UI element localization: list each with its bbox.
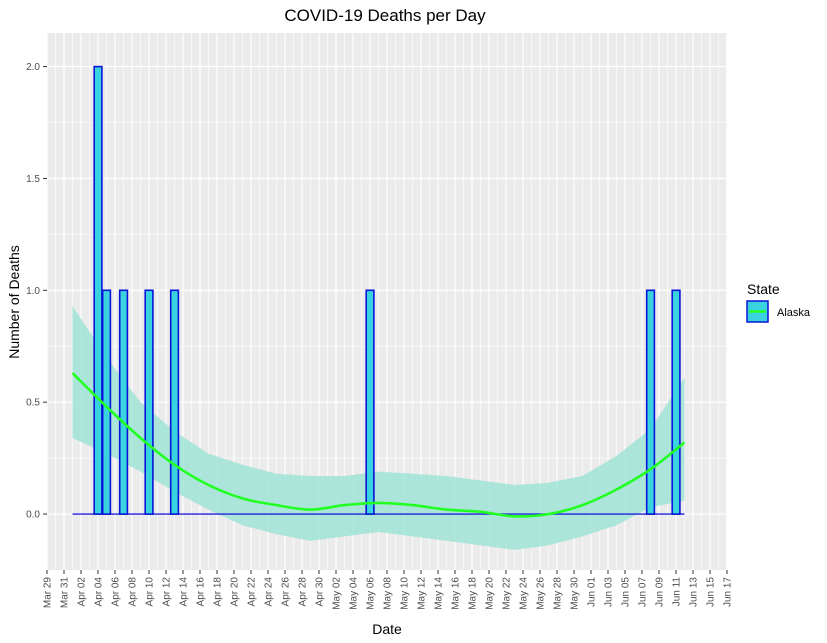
x-tick-label: May 18 — [468, 577, 479, 610]
x-tick-label: Jun 05 — [621, 577, 632, 607]
y-tick-label: 2.0 — [26, 62, 40, 73]
y-tick-label: 1.0 — [26, 286, 40, 297]
y-axis-title: Number of Deaths — [6, 245, 22, 359]
x-tick-label: May 28 — [553, 577, 564, 610]
x-tick-label: Mar 29 — [43, 577, 54, 609]
x-tick-label: May 22 — [502, 577, 513, 610]
x-tick-label: Apr 30 — [315, 577, 326, 607]
x-tick-label: Jun 17 — [723, 577, 734, 607]
y-tick-label: 0.5 — [26, 398, 40, 409]
y-tick-label: 1.5 — [26, 174, 40, 185]
bar — [93, 65, 103, 515]
x-tick-label: May 24 — [519, 577, 530, 610]
bar — [169, 289, 180, 515]
smooth-trend-line — [71, 372, 686, 518]
x-tick-label: Jun 13 — [689, 577, 700, 607]
x-tick-label: May 14 — [434, 577, 445, 610]
x-tick-label: Apr 08 — [128, 577, 139, 607]
x-tick-label: Apr 26 — [281, 577, 292, 607]
confidence-band — [72, 306, 685, 550]
y-tick-label: 0.0 — [26, 510, 40, 521]
x-tick-label: Apr 12 — [162, 577, 173, 607]
x-tick-label: Jun 03 — [604, 577, 615, 607]
x-tick-label: Apr 28 — [298, 577, 309, 607]
legend-label-alaska: Alaska — [777, 307, 811, 319]
x-tick-label: Jun 11 — [672, 577, 683, 607]
x-axis-title: Date — [372, 621, 402, 637]
bar — [144, 289, 154, 515]
x-tick-label: Jun 07 — [638, 577, 649, 607]
x-tick-label: Apr 20 — [230, 577, 241, 607]
y-axis: 0.0 0.5 1.0 1.5 2.0 — [26, 62, 47, 521]
bar — [101, 289, 112, 515]
x-tick-label: Apr 14 — [179, 577, 190, 607]
x-tick-label: Mar 31 — [60, 577, 71, 609]
x-tick-label: Jun 01 — [587, 577, 598, 607]
bar — [671, 289, 681, 515]
x-tick-label: May 10 — [400, 577, 411, 610]
x-tick-label: Apr 18 — [213, 577, 224, 607]
bars — [93, 65, 681, 515]
bar — [365, 289, 375, 515]
confidence-band-area — [72, 306, 685, 550]
x-tick-label: May 08 — [383, 577, 394, 610]
x-tick-label: Apr 02 — [77, 577, 88, 607]
x-tick-label: Jun 09 — [655, 577, 666, 607]
x-tick-label: May 26 — [536, 577, 547, 610]
chart-title: COVID-19 Deaths per Day — [284, 6, 486, 25]
x-tick-label: Apr 22 — [247, 577, 258, 607]
smooth-line — [71, 372, 686, 518]
legend-title: State — [747, 281, 780, 297]
legend-key-alaska — [746, 300, 769, 323]
x-axis: Mar 29 Mar 31 Apr 02 Apr 04 Apr 06 Apr 08 Apr … — [43, 570, 734, 610]
x-tick-label: May 04 — [349, 577, 360, 610]
x-tick-label: May 02 — [332, 577, 343, 610]
bar — [645, 289, 656, 515]
x-tick-label: Apr 10 — [145, 577, 156, 607]
x-tick-label: May 30 — [570, 577, 581, 610]
x-tick-label: May 20 — [485, 577, 496, 610]
x-tick-label: Apr 16 — [196, 577, 207, 607]
x-tick-label: Apr 04 — [94, 577, 105, 607]
x-tick-label: Apr 24 — [264, 577, 275, 607]
x-tick-label: May 06 — [366, 577, 377, 610]
x-tick-label: Apr 06 — [111, 577, 122, 607]
legend: State Alaska — [746, 281, 811, 323]
x-tick-label: May 16 — [451, 577, 462, 610]
x-tick-label: Jun 15 — [706, 577, 717, 607]
x-tick-label: May 12 — [417, 577, 428, 610]
bar — [118, 289, 129, 515]
